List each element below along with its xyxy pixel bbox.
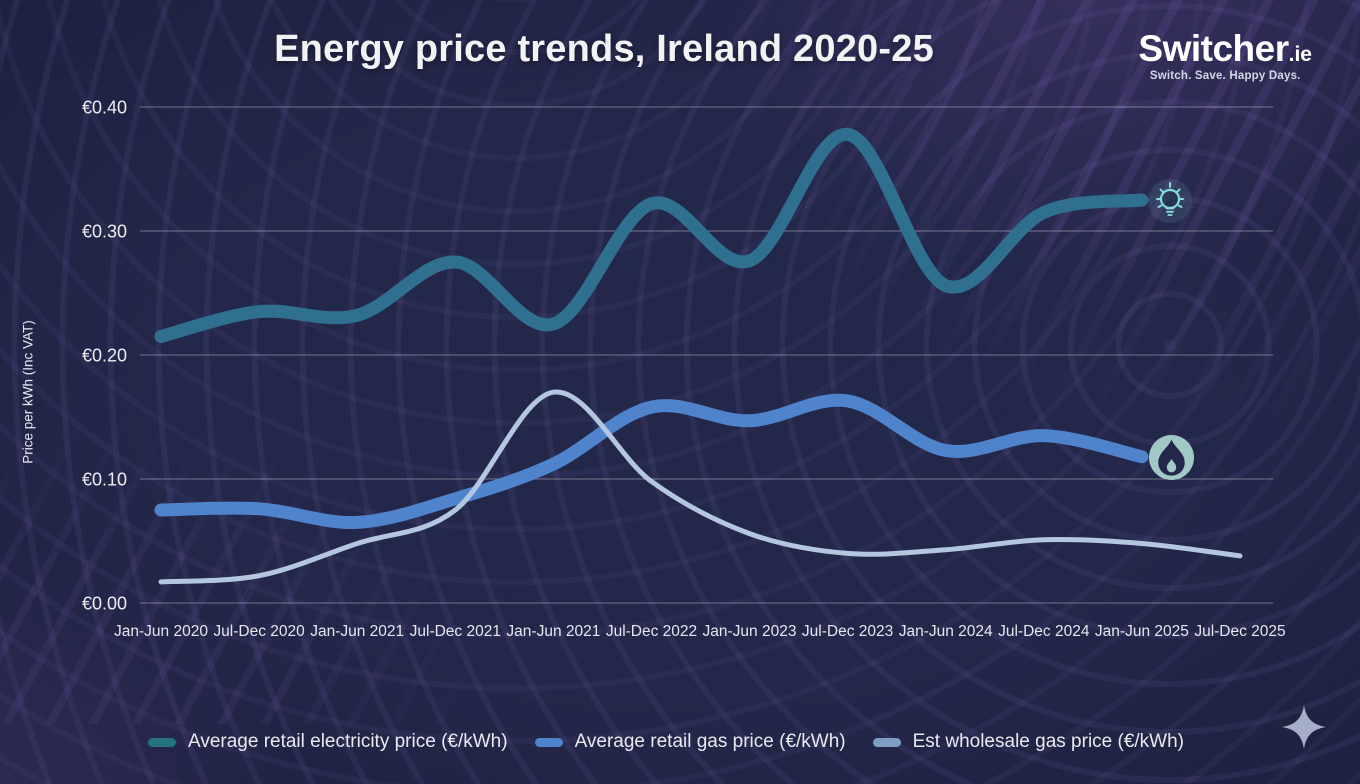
x-tick-label: Jan-Jun 2023 <box>703 623 797 640</box>
y-tick-label: €0.40 <box>82 97 127 117</box>
legend-item-retail-gas: Average retail gas price (€/kWh) <box>534 731 846 753</box>
legend-label-retail-gas: Average retail gas price (€/kWh) <box>574 731 846 752</box>
x-tick-label: Jul-Dec 2021 <box>410 623 501 640</box>
lightbulb-icon <box>1146 177 1194 230</box>
x-tick-label: Jan-Jun 2021 <box>310 623 404 640</box>
legend-swatch-retail-gas <box>534 737 563 747</box>
legend-item-electricity: Average retail electricity price (€/kWh) <box>147 731 508 753</box>
logo-tld: .ie <box>1288 43 1312 66</box>
logo-brand-text: Switcher.ie <box>1138 28 1312 69</box>
logo-tagline: Switch. Save. Happy Days. <box>1149 70 1301 82</box>
series-line-2 <box>158 389 1243 585</box>
flame-icon <box>1148 434 1195 486</box>
x-tick-label: Jul-Dec 2020 <box>213 623 305 640</box>
sparkle-icon <box>1280 703 1328 756</box>
y-tick-label: €0.30 <box>82 221 127 241</box>
chart-legend: Average retail electricity price (€/kWh)… <box>0 731 1332 753</box>
series-line-0 <box>154 127 1149 343</box>
legend-swatch-wholesale-gas <box>872 737 901 747</box>
legend-label-wholesale-gas: Est wholesale gas price (€/kWh) <box>912 731 1185 752</box>
y-tick-label: €0.20 <box>82 345 127 365</box>
x-tick-label: Jul-Dec 2024 <box>998 623 1090 640</box>
page-title: Energy price trends, Ireland 2020-25 <box>274 28 934 70</box>
switcher-logo: Switcher.ie Switch. Save. Happy Days. <box>1138 30 1312 82</box>
x-tick-label: Jan-Jun 2020 <box>114 623 208 640</box>
decorative-stripes-bottom-left <box>0 404 520 724</box>
legend-item-wholesale-gas: Est wholesale gas price (€/kWh) <box>872 731 1185 753</box>
x-tick-label: Jan-Jun 2024 <box>899 623 993 640</box>
y-tick-label: €0.10 <box>82 469 127 489</box>
y-tick-label: €0.00 <box>82 593 127 613</box>
x-tick-label: Jul-Dec 2023 <box>802 623 893 640</box>
x-tick-label: Jan-Jun 2021 <box>506 623 600 640</box>
legend-label-electricity: Average retail electricity price (€/kWh) <box>187 731 508 752</box>
x-tick-label: Jan-Jun 2025 <box>1095 623 1189 640</box>
x-tick-label: Jul-Dec 2022 <box>606 623 697 640</box>
series-line-1 <box>154 393 1149 530</box>
x-tick-label: Jul-Dec 2025 <box>1194 623 1285 640</box>
legend-swatch-electricity <box>147 737 176 747</box>
